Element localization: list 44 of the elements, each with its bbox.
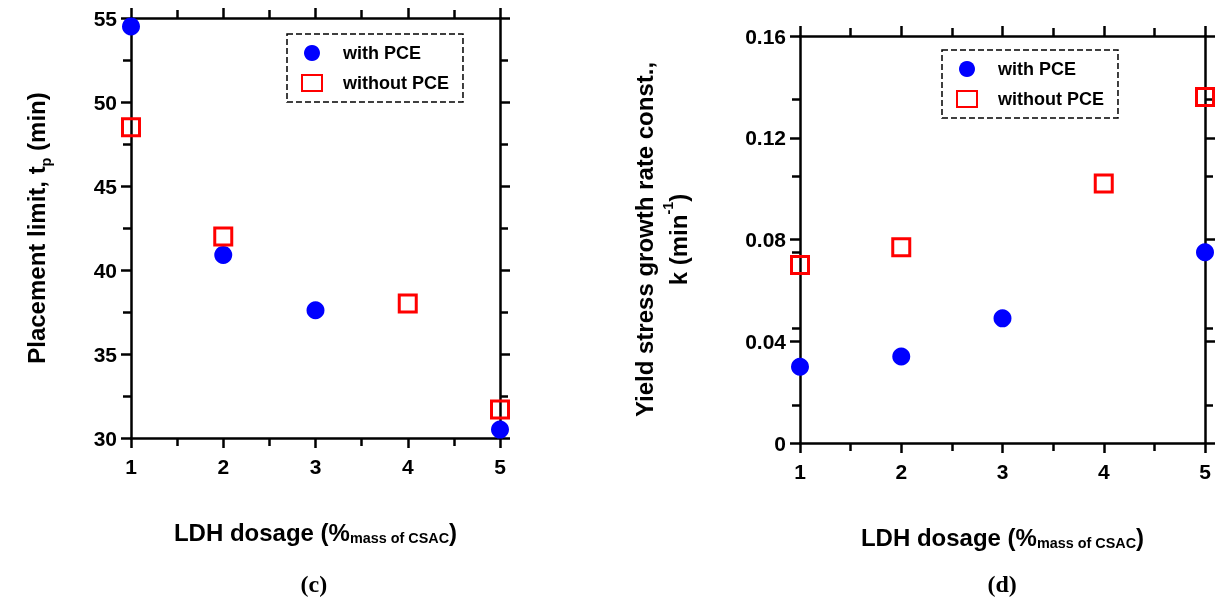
point bbox=[1196, 243, 1214, 262]
text: (d) bbox=[987, 571, 1017, 597]
x-tick-label: 1 bbox=[794, 460, 807, 483]
x-tick-label: 4 bbox=[1097, 460, 1110, 483]
y-tick-label: 0.16 bbox=[745, 24, 786, 48]
x-tick-label: 3 bbox=[996, 460, 1009, 483]
point bbox=[121, 117, 141, 138]
point bbox=[790, 254, 810, 275]
x-tick-label: 4 bbox=[401, 455, 414, 478]
y-tick-label: 55 bbox=[93, 6, 118, 30]
y-tick-label: 0.04 bbox=[745, 329, 787, 353]
x-axis-title: LDH dosage (%mass of CSAC) bbox=[860, 523, 1145, 551]
y-tick-label: 45 bbox=[93, 174, 118, 198]
point bbox=[397, 293, 418, 314]
y-tick-label: 35 bbox=[93, 342, 118, 366]
point bbox=[891, 237, 912, 258]
text: (c) bbox=[300, 571, 328, 597]
x-tick-label: 1 bbox=[125, 455, 138, 478]
point bbox=[993, 309, 1012, 328]
point bbox=[892, 347, 911, 366]
point bbox=[490, 399, 510, 420]
y-tick-label: 40 bbox=[93, 258, 117, 282]
point bbox=[1195, 87, 1215, 108]
x-tick-label: 5 bbox=[1199, 460, 1212, 483]
x-axis-title: LDH dosage (%mass of CSAC) bbox=[173, 518, 458, 546]
legend-label: with PCE bbox=[342, 43, 422, 63]
x-tick-label: 2 bbox=[217, 455, 230, 478]
x-tick-label: 3 bbox=[309, 455, 322, 478]
y-tick-label: 0.08 bbox=[745, 228, 787, 251]
point bbox=[213, 226, 234, 247]
legend-label: with PCE bbox=[997, 59, 1077, 79]
x-tick-label: 2 bbox=[895, 460, 908, 483]
y-tick-label: 0 bbox=[774, 431, 786, 455]
legend-label: without PCE bbox=[342, 73, 449, 93]
y-axis-title: Placement limit, tp (min) bbox=[22, 92, 54, 364]
legend-label: without PCE bbox=[997, 89, 1104, 109]
x-tick-label: 5 bbox=[494, 455, 507, 478]
y-tick-label: 50 bbox=[93, 90, 117, 114]
point bbox=[214, 245, 233, 264]
point bbox=[1093, 173, 1114, 194]
point bbox=[791, 357, 809, 376]
y-tick-label: 30 bbox=[93, 426, 117, 450]
y-tick-label: 0.12 bbox=[745, 126, 786, 150]
point bbox=[306, 301, 325, 320]
